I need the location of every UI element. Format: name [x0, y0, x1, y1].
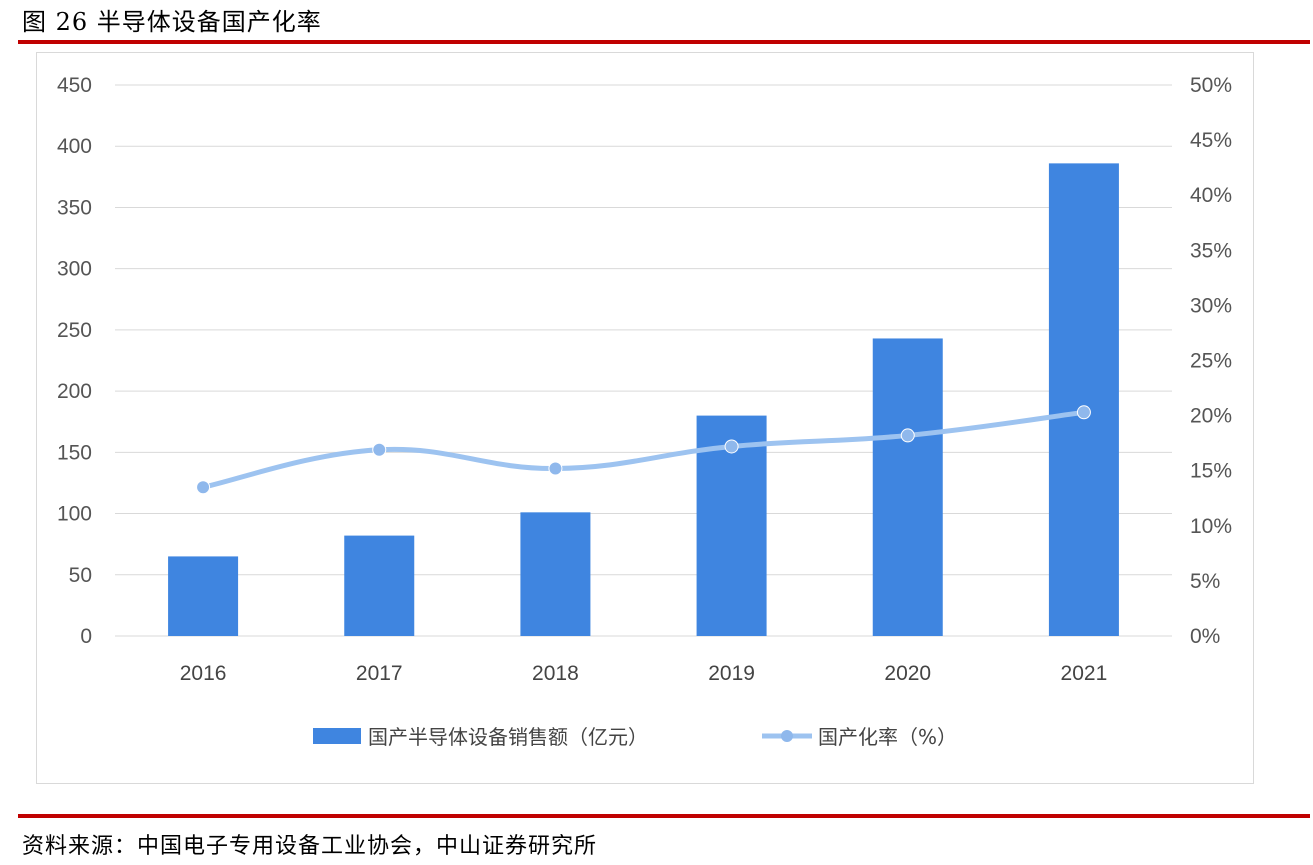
- y-right-tick-label: 50%: [1190, 74, 1232, 97]
- legend-bar-swatch: [313, 728, 361, 744]
- bar: [872, 338, 943, 636]
- legend-line-label: 国产化率（%）: [818, 725, 957, 749]
- x-tick-label: 2016: [180, 662, 227, 685]
- y-left-tick-label: 350: [57, 196, 92, 219]
- x-tick-label: 2021: [1061, 662, 1108, 685]
- y-left-tick-label: 50: [69, 564, 92, 587]
- line-series: [196, 405, 1091, 495]
- rate-point: [1076, 405, 1091, 420]
- legend: 国产半导体设备销售额（亿元） 国产化率（%）: [313, 725, 957, 749]
- y-axis-right: 0% 5% 10% 15% 20% 25% 30% 35% 40% 45% 50%: [1190, 74, 1232, 648]
- y-right-tick-label: 5%: [1190, 570, 1220, 593]
- rate-point: [900, 428, 915, 443]
- source-note: 资料来源：中国电子专用设备工业协会，中山证券研究所: [22, 834, 598, 859]
- y-left-tick-label: 0: [80, 625, 92, 648]
- bar: [520, 512, 591, 636]
- y-right-tick-label: 30%: [1190, 294, 1232, 317]
- y-right-tick-label: 0%: [1190, 625, 1220, 648]
- y-right-tick-label: 25%: [1190, 350, 1232, 373]
- rate-point: [724, 439, 739, 454]
- bar: [168, 556, 239, 636]
- rate-point: [372, 442, 387, 457]
- y-right-tick-label: 35%: [1190, 239, 1232, 262]
- y-left-tick-label: 300: [57, 258, 92, 281]
- top-divider: [18, 40, 1310, 44]
- bar-series: [168, 163, 1119, 636]
- legend-bar-label: 国产半导体设备销售额（亿元）: [368, 725, 648, 749]
- bar: [344, 535, 415, 636]
- y-left-tick-label: 100: [57, 503, 92, 526]
- rate-line: [200, 409, 1087, 490]
- y-right-tick-label: 45%: [1190, 129, 1232, 152]
- y-left-tick-label: 150: [57, 441, 92, 464]
- y-left-tick-label: 400: [57, 135, 92, 158]
- y-left-tick-label: 250: [57, 319, 92, 342]
- legend-line-marker: [781, 730, 793, 742]
- rate-point: [548, 461, 563, 476]
- y-left-tick-label: 450: [57, 74, 92, 97]
- x-tick-label: 2017: [356, 662, 403, 685]
- x-tick-label: 2019: [708, 662, 755, 685]
- x-axis: 2016 2017 2018 2019 2020 2021: [180, 662, 1108, 685]
- y-right-tick-label: 15%: [1190, 460, 1232, 483]
- bar: [1048, 163, 1119, 636]
- x-tick-label: 2018: [532, 662, 579, 685]
- y-right-tick-label: 20%: [1190, 405, 1232, 428]
- y-left-tick-label: 200: [57, 380, 92, 403]
- y-right-tick-label: 40%: [1190, 184, 1232, 207]
- bottom-divider: [18, 814, 1310, 818]
- y-axis-left: 0 50 100 150 200 250 300 350 400 450: [57, 74, 92, 648]
- figure-title: 图 26 半导体设备国产化率: [22, 8, 322, 36]
- y-right-tick-label: 10%: [1190, 515, 1232, 538]
- x-tick-label: 2020: [884, 662, 931, 685]
- rate-point: [196, 480, 211, 495]
- gridlines: [115, 84, 1172, 637]
